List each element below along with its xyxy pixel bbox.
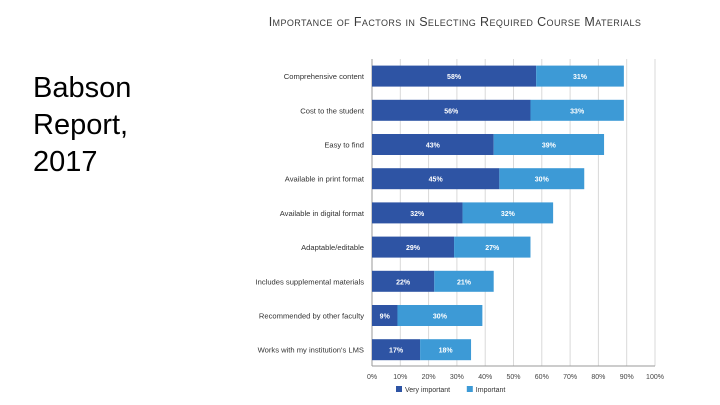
data-label: 30% — [433, 314, 448, 321]
bar-important — [493, 134, 605, 155]
data-label: 45% — [429, 177, 444, 184]
data-label: 29% — [406, 245, 421, 252]
legend-label: Important — [476, 387, 506, 394]
data-label: 9% — [380, 314, 391, 321]
data-label: 22% — [396, 279, 411, 286]
category-label: Available in digital format — [280, 209, 365, 218]
category-label: Cost to the student — [300, 106, 365, 115]
bar-very-important — [372, 65, 537, 87]
x-tick-label: 100% — [646, 374, 664, 381]
category-label: Recommended by other faculty — [259, 312, 364, 321]
slide-label: Babson Report, 2017 — [33, 70, 213, 181]
bar-very-important — [372, 236, 455, 258]
x-tick-label: 80% — [591, 374, 605, 381]
x-tick-label: 20% — [422, 374, 436, 381]
bar-important — [536, 65, 624, 87]
data-label: 31% — [573, 74, 588, 81]
data-label: 32% — [501, 211, 516, 218]
x-tick-label: 10% — [393, 374, 407, 381]
data-label: 56% — [444, 108, 459, 115]
bar-very-important — [372, 99, 531, 121]
bar-very-important — [372, 270, 435, 292]
data-label: 18% — [439, 348, 454, 355]
bar-important — [530, 99, 624, 121]
slide-label-line: Babson — [33, 72, 132, 104]
data-label: 43% — [426, 143, 441, 150]
data-label: 17% — [389, 348, 404, 355]
data-label: 32% — [410, 211, 425, 218]
bar-very-important — [372, 339, 421, 361]
data-label: 58% — [447, 74, 462, 81]
bar-important — [420, 339, 472, 361]
data-label: 27% — [485, 245, 500, 252]
bar-important — [462, 202, 554, 224]
bar-important — [397, 305, 483, 326]
x-tick-label: 50% — [506, 374, 520, 381]
bar-very-important — [372, 202, 463, 224]
category-label: Includes supplemental materials — [256, 277, 365, 286]
data-label: 39% — [542, 143, 557, 150]
legend-swatch — [466, 386, 473, 392]
category-label: Available in print format — [285, 175, 365, 184]
bar-very-important — [372, 134, 494, 155]
data-label: 33% — [570, 108, 585, 115]
bar-very-important — [372, 305, 398, 326]
legend-swatch — [396, 386, 402, 392]
category-label: Works with my institution's LMS — [258, 346, 364, 355]
x-tick-label: 30% — [450, 374, 464, 381]
data-label: 21% — [457, 279, 472, 286]
category-label: Comprehensive content — [284, 72, 365, 81]
category-label: Adaptable/editable — [301, 243, 364, 252]
bar-important — [434, 270, 494, 292]
chart-title: Importance of Factors in Selecting Requi… — [268, 15, 642, 29]
bar-very-important — [372, 168, 500, 190]
x-tick-label: 60% — [535, 374, 549, 381]
bar-important — [499, 168, 585, 190]
slide-label-line: Report, — [33, 109, 129, 141]
x-tick-label: 0% — [367, 374, 377, 381]
slide-label-line: 2017 — [33, 146, 98, 178]
legend-label: Very important — [405, 387, 450, 394]
category-label: Easy to find — [324, 141, 364, 150]
data-label: 30% — [535, 177, 550, 184]
x-tick-label: 90% — [620, 374, 634, 381]
x-tick-label: 70% — [563, 374, 577, 381]
x-tick-label: 40% — [478, 374, 492, 381]
bar-important — [454, 236, 531, 258]
